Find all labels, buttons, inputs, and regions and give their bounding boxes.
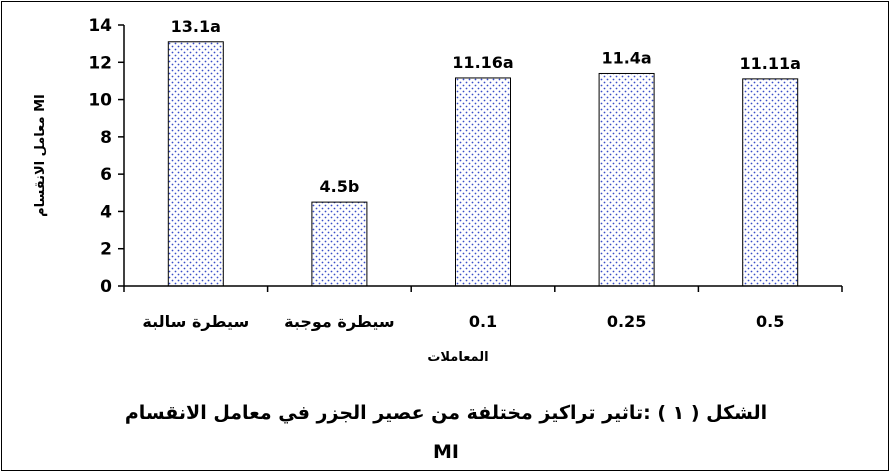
y-tick-label-6: 12 [88,53,112,73]
y-axis-title: معامل الانقسام MI [33,94,48,217]
x-tick-label-4: 0.5 [756,312,784,331]
y-tick-label-5: 10 [88,91,112,111]
y-tick-label-1: 2 [100,240,112,260]
x-tick-label-0: سيطرة سالبة [142,312,249,331]
y-tick-label-7: 14 [88,16,112,36]
bar-0 [167,41,224,287]
labels-group: 13.1a سيطرة سالبة 4.5b سيطرة موجبة 11.16a 0.1… [33,16,801,365]
x-axis-title: المعاملات [427,350,488,365]
data-label-0: 13.1a [171,17,221,36]
y-tick-label-2: 4 [100,202,112,222]
data-label-2: 11.16a [452,53,513,72]
x-tick-label-1: سيطرة موجبة [284,312,395,331]
x-tick-label-2: 0.1 [469,312,497,331]
bars-group [167,41,799,287]
figure-caption-line1: الشكل ( ١ ) :تاثير تراكيز مختلفة من عصير… [124,402,768,424]
data-label-4: 11.11a [739,54,800,73]
y-tick-label-0: 0 [100,277,112,297]
bar-2 [455,77,511,287]
y-tick-label-4: 8 [100,128,112,148]
bar-1 [311,201,368,287]
bar-4 [742,78,799,287]
data-label-1: 4.5b [320,177,360,196]
figure-caption-line2: MI [433,441,459,463]
axes-group [118,24,843,292]
x-tick-label-3: 0.25 [607,312,646,331]
y-tick-label-3: 6 [100,165,112,185]
data-label-3: 11.4a [601,48,651,67]
bar-3 [598,72,655,287]
